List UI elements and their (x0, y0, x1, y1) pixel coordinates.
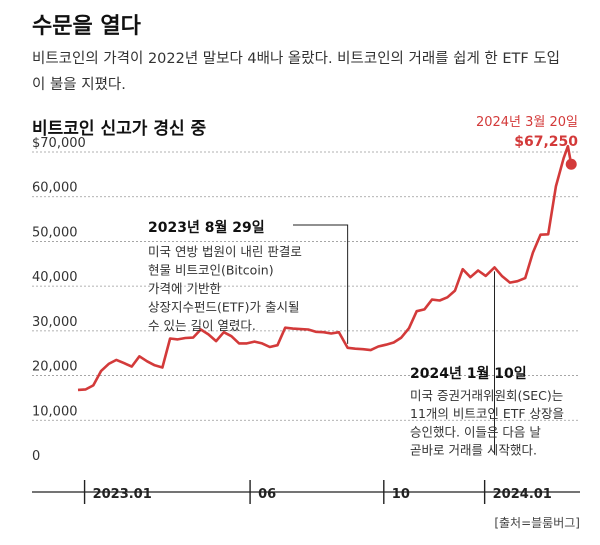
x-axis: 2023.01 06 10 2024.01 (32, 480, 580, 504)
x-tick-label: 2024.01 (493, 487, 552, 502)
annotation-date: 2023년 8월 29일 (148, 219, 265, 236)
y-tick-label: $70,000 (32, 136, 86, 151)
series-line (77, 144, 573, 392)
y-tick-label: 20,000 (32, 360, 78, 375)
highlight-value-label: $67,250 (514, 134, 578, 150)
y-tick-label: 60,000 (32, 181, 78, 196)
annotation-text: 11개의 비트코인 ETF 상장을 (410, 406, 564, 421)
x-tick-label: 10 (392, 487, 410, 502)
annotation-leader (293, 224, 349, 344)
x-tick-label: 06 (258, 487, 276, 502)
y-tick-label: 50,000 (32, 225, 78, 240)
annotation-text: 수 있는 길이 열렸다. (148, 318, 256, 333)
gridlines (32, 151, 580, 421)
annotation-text: 가격에 기반한 (148, 281, 221, 296)
y-tick-label: 30,000 (32, 315, 78, 330)
y-tick-label: 10,000 (32, 404, 78, 419)
y-axis-ticks: $70,000 60,000 50,000 40,000 30,000 20,000 10,… (32, 136, 86, 464)
annotation-text: 미국 연방 법원이 내린 판결로 (148, 244, 302, 259)
annotation-text: 미국 증권거래위원회(SEC)는 (410, 388, 563, 403)
highlight-point (565, 158, 577, 170)
annotation-text: 승인했다. 이들은 다음 날 (410, 424, 541, 439)
annotation-text: 상장지수펀드(ETF)가 출시될 (148, 300, 299, 315)
chart-title: 비트코인 신고가 경신 중 (32, 119, 207, 139)
series-layer (77, 144, 573, 392)
annotation-date: 2024년 1월 10일 (410, 365, 527, 382)
highlight: 2024년 3월 20일 $67,250 (476, 115, 578, 170)
subtitle: 비트코인의 가격이 2022년 말보다 4배나 올랐다. 비트코인의 거래를 쉽… (32, 51, 560, 93)
highlight-date-label: 2024년 3월 20일 (476, 115, 578, 130)
y-tick-label: 0 (32, 449, 40, 464)
annotation-text: 현물 비트코인(Bitcoin) (148, 263, 274, 278)
x-tick-label: 2023.01 (93, 487, 152, 502)
headline: 수문을 열다 (32, 14, 141, 39)
y-tick-label: 40,000 (32, 270, 78, 285)
annotation-text: 곧바로 거래를 시작했다. (410, 443, 537, 458)
source-credit: [출처=블룸버그] (494, 516, 580, 530)
annotation-leaders (293, 224, 496, 455)
